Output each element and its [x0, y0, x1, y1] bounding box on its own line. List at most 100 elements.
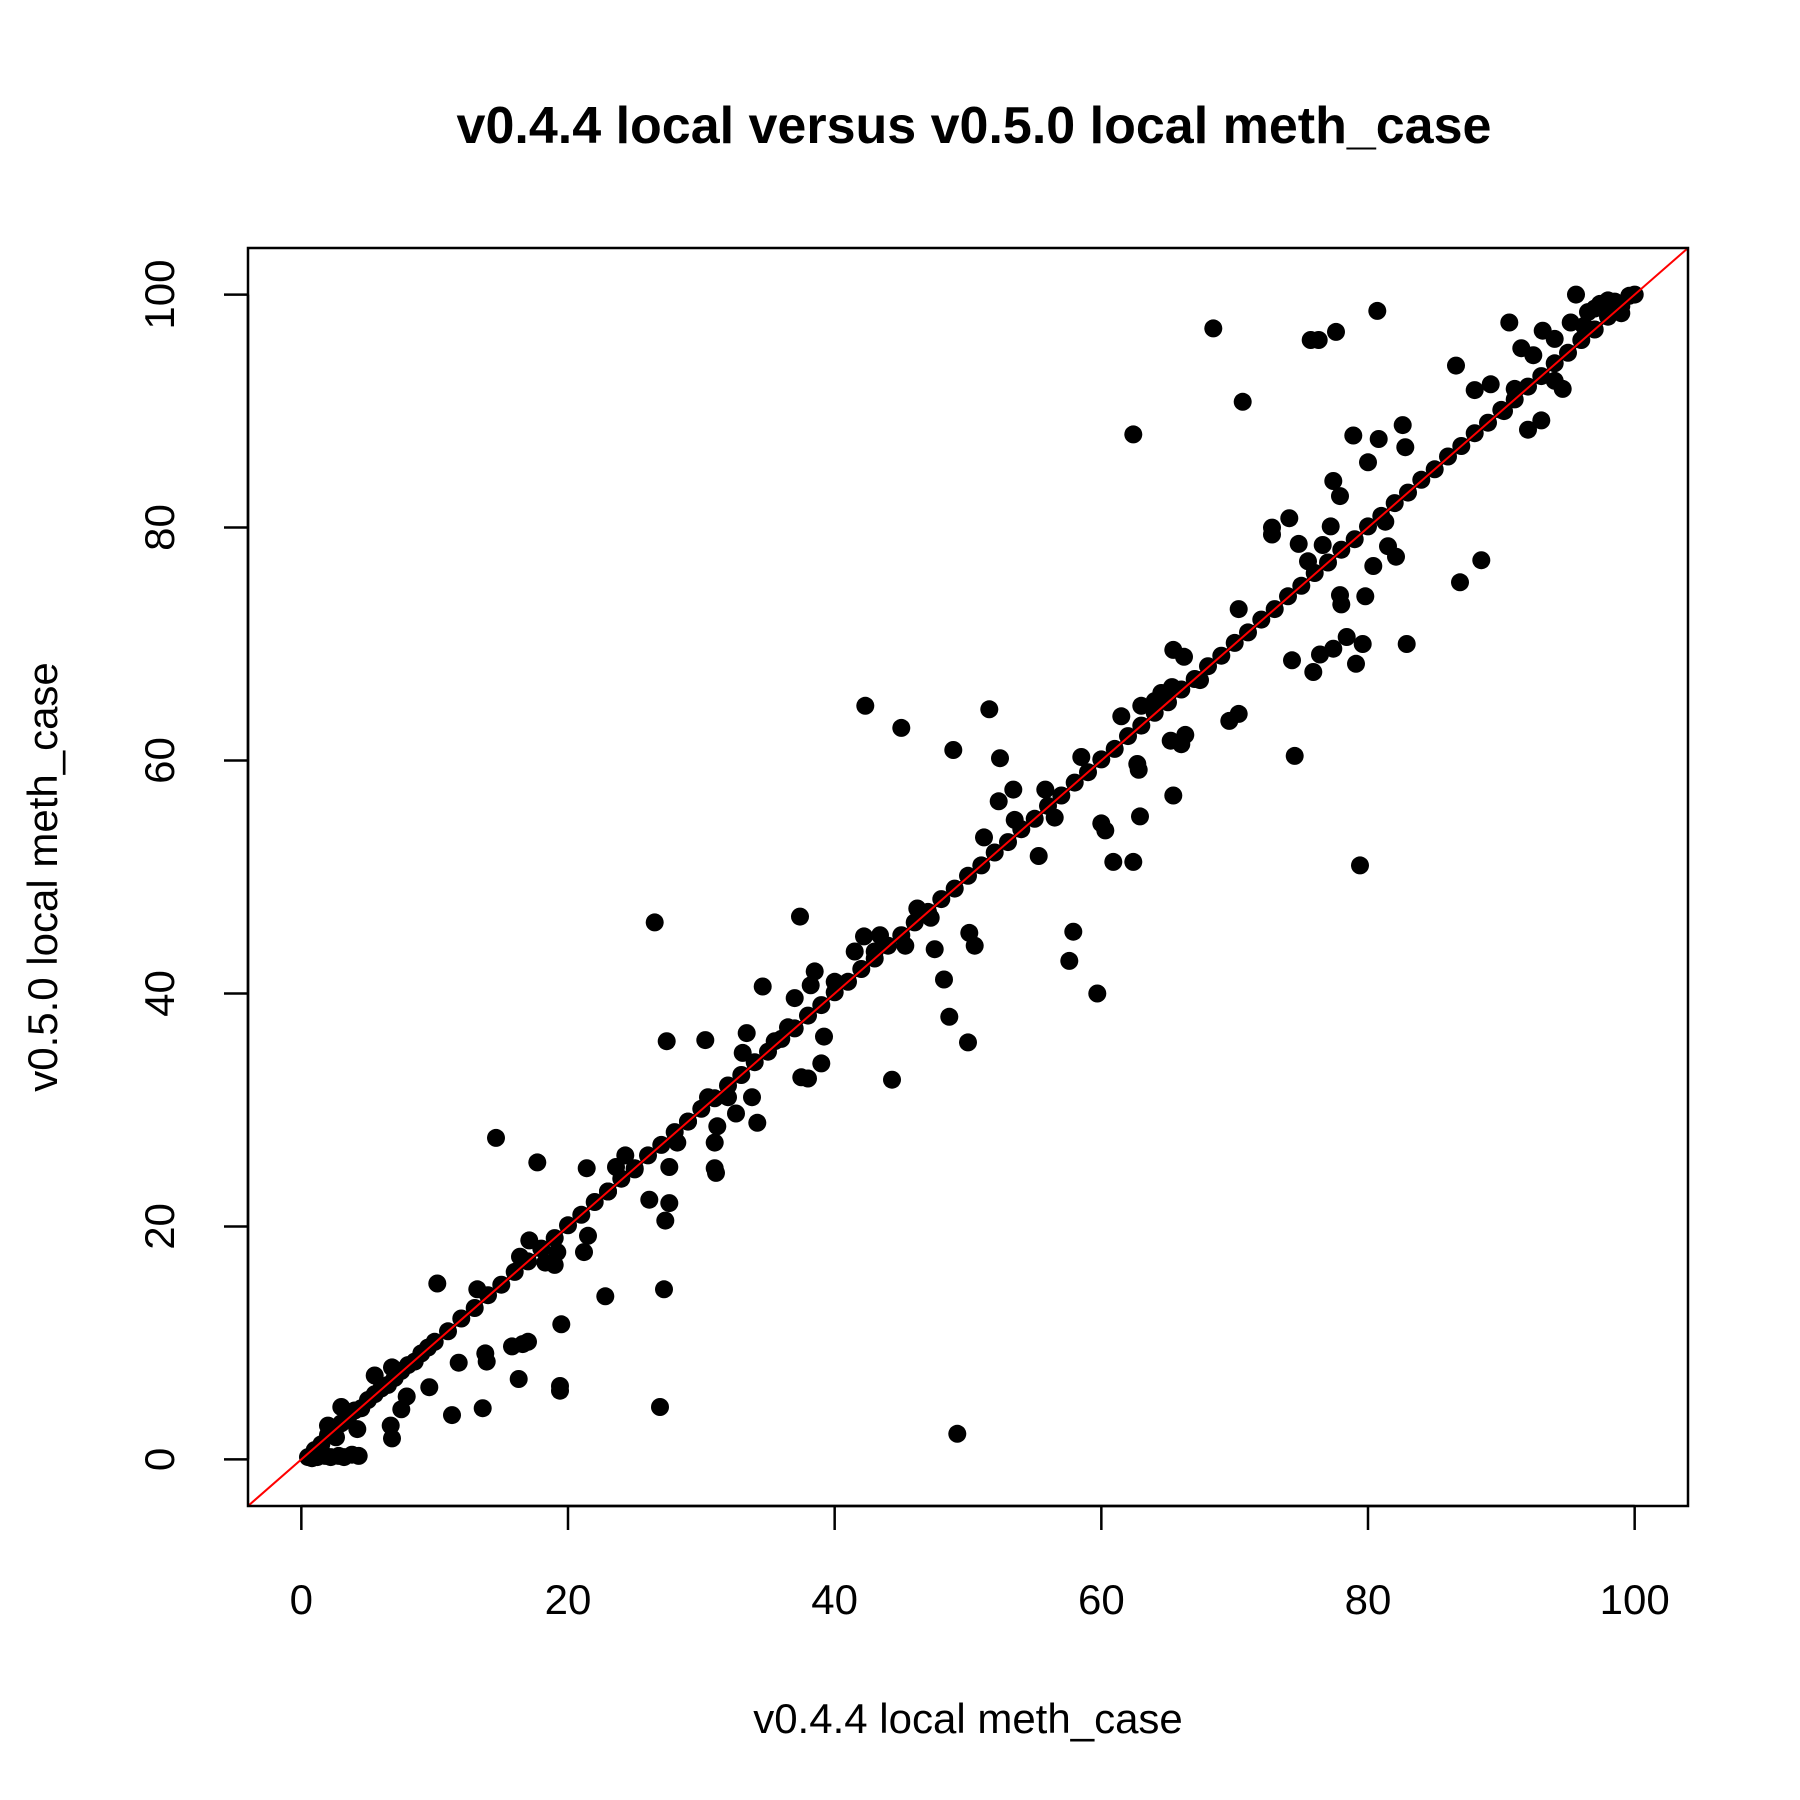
- data-point: [696, 1031, 715, 1050]
- data-point: [1524, 346, 1543, 365]
- data-point: [785, 989, 804, 1008]
- data-point: [975, 828, 993, 847]
- data-point: [651, 1398, 669, 1416]
- data-point: [1321, 517, 1340, 536]
- y-tick-label: 40: [136, 970, 183, 1017]
- x-axis-label: v0.4.4 local meth_case: [753, 1695, 1183, 1742]
- data-point: [660, 1158, 679, 1176]
- data-point: [1532, 411, 1551, 430]
- data-point: [1327, 322, 1345, 341]
- data-point: [645, 913, 664, 932]
- data-point: [487, 1128, 505, 1147]
- data-point: [1283, 651, 1301, 670]
- data-point: [579, 1226, 597, 1245]
- data-point: [365, 1366, 384, 1385]
- data-point: [748, 1113, 767, 1132]
- data-point: [668, 1133, 687, 1152]
- data-point: [1451, 573, 1469, 592]
- y-tick-label: 0: [136, 1448, 183, 1471]
- data-point: [1368, 301, 1387, 320]
- x-tick-label: 40: [811, 1576, 858, 1623]
- data-point: [940, 1007, 959, 1026]
- data-point: [991, 749, 1009, 768]
- data-point: [1263, 518, 1281, 537]
- data-point: [1124, 852, 1143, 871]
- data-point: [509, 1370, 528, 1388]
- data-point: [856, 696, 875, 715]
- data-point: [1567, 285, 1585, 304]
- data-point: [948, 1424, 967, 1443]
- data-point: [449, 1353, 468, 1372]
- data-point: [812, 1054, 831, 1073]
- data-point: [1129, 760, 1148, 779]
- data-point: [1397, 635, 1416, 653]
- data-point: [707, 1163, 725, 1182]
- data-point: [1396, 438, 1415, 457]
- data-point: [577, 1159, 596, 1178]
- data-point: [383, 1429, 401, 1448]
- x-tick-label: 100: [1600, 1576, 1670, 1623]
- data-point: [1163, 678, 1181, 697]
- data-point: [1387, 547, 1405, 566]
- data-point: [791, 907, 809, 926]
- data-point: [1553, 379, 1572, 398]
- data-point: [733, 1043, 752, 1062]
- data-point: [1393, 416, 1412, 435]
- data-point: [1285, 746, 1304, 765]
- data-point: [1229, 704, 1248, 723]
- data-point: [1545, 329, 1564, 348]
- data-point: [1175, 647, 1193, 666]
- data-point: [1575, 317, 1593, 335]
- data-point: [799, 1069, 817, 1088]
- data-point: [519, 1332, 537, 1351]
- data-point: [551, 1381, 569, 1400]
- data-point: [892, 718, 911, 737]
- reference-lines: [247, 247, 1689, 1507]
- x-tick-label: 60: [1078, 1576, 1125, 1623]
- data-point: [640, 1190, 659, 1209]
- data-point: [473, 1399, 492, 1418]
- data-point: [944, 741, 963, 759]
- data-point: [1064, 922, 1083, 941]
- data-point: [428, 1274, 447, 1293]
- x-tick-label: 20: [545, 1576, 592, 1623]
- data-point: [1313, 536, 1332, 554]
- data-point: [883, 1070, 901, 1089]
- data-point: [1088, 984, 1107, 1003]
- data-point: [1332, 595, 1351, 614]
- data-point: [1369, 430, 1388, 448]
- data-point: [753, 977, 772, 996]
- data-point: [1004, 780, 1023, 799]
- data-point: [596, 1287, 615, 1306]
- data-point: [1519, 420, 1537, 439]
- data-point: [1309, 331, 1328, 349]
- data-point: [815, 1027, 833, 1046]
- data-point: [959, 1033, 977, 1052]
- data-point: [1344, 426, 1363, 445]
- data-point: [1599, 291, 1617, 310]
- data-point: [397, 1387, 416, 1406]
- data-point: [656, 1211, 675, 1230]
- data-point: [1353, 635, 1372, 653]
- data-point: [420, 1378, 439, 1397]
- data-point: [1500, 313, 1519, 332]
- data-point: [1096, 821, 1115, 840]
- data-point: [727, 1104, 745, 1123]
- data-point: [655, 1280, 673, 1299]
- data-point: [520, 1231, 539, 1250]
- data-point: [349, 1446, 368, 1465]
- data-point: [805, 962, 824, 981]
- y-tick-label: 100: [136, 260, 183, 330]
- data-point: [1131, 807, 1149, 826]
- data-point: [765, 1032, 784, 1051]
- data-point: [1072, 748, 1091, 766]
- data-point: [1465, 381, 1484, 400]
- data-point: [1351, 856, 1369, 875]
- data-point: [1481, 375, 1500, 394]
- data-point: [468, 1280, 487, 1299]
- data-point: [925, 940, 944, 959]
- data-point: [743, 1088, 761, 1107]
- data-point: [1229, 600, 1248, 619]
